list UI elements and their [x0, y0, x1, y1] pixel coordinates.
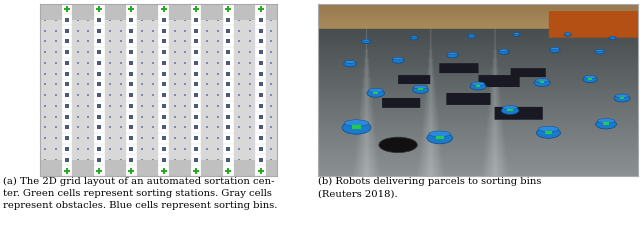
Ellipse shape: [609, 36, 616, 38]
Ellipse shape: [367, 89, 385, 97]
Bar: [588, 78, 592, 80]
Bar: [104, 4, 126, 176]
Ellipse shape: [413, 85, 428, 89]
Bar: [72, 160, 94, 176]
Bar: [418, 88, 423, 90]
Bar: [436, 136, 444, 139]
Bar: [545, 131, 552, 134]
Ellipse shape: [499, 49, 508, 51]
Bar: [40, 160, 61, 176]
Bar: [603, 122, 609, 125]
Bar: [234, 4, 255, 20]
Bar: [266, 4, 276, 20]
Bar: [137, 160, 159, 176]
Bar: [40, 4, 61, 20]
Bar: [266, 4, 276, 176]
Bar: [373, 92, 378, 94]
Ellipse shape: [448, 52, 457, 55]
Text: (b) Robots delivering parcels to sorting bins
(Reuters 2018).: (b) Robots delivering parcels to sorting…: [318, 177, 541, 198]
Ellipse shape: [615, 94, 629, 98]
Ellipse shape: [597, 119, 615, 123]
Bar: [137, 4, 159, 176]
Ellipse shape: [501, 107, 519, 114]
Ellipse shape: [411, 36, 417, 38]
Ellipse shape: [536, 127, 561, 138]
Bar: [202, 4, 223, 20]
Bar: [169, 160, 191, 176]
Ellipse shape: [596, 49, 604, 51]
Ellipse shape: [344, 61, 356, 67]
Bar: [202, 160, 223, 176]
Ellipse shape: [468, 34, 475, 36]
Bar: [169, 4, 191, 20]
Ellipse shape: [535, 78, 549, 82]
Ellipse shape: [550, 47, 559, 50]
Ellipse shape: [344, 120, 369, 126]
Bar: [266, 160, 276, 176]
Bar: [476, 85, 481, 87]
Ellipse shape: [502, 106, 518, 110]
Ellipse shape: [468, 35, 476, 38]
Ellipse shape: [513, 33, 520, 36]
Ellipse shape: [368, 88, 383, 92]
Ellipse shape: [342, 121, 371, 134]
Ellipse shape: [538, 126, 559, 132]
Text: (a) The 2D grid layout of an automated sortation cen-
ter. Green cells represent: (a) The 2D grid layout of an automated s…: [3, 177, 278, 210]
Bar: [352, 125, 361, 129]
Ellipse shape: [447, 53, 458, 58]
Bar: [508, 109, 513, 111]
Ellipse shape: [429, 131, 451, 137]
Bar: [620, 97, 625, 99]
Ellipse shape: [344, 61, 356, 63]
Ellipse shape: [595, 50, 605, 54]
Ellipse shape: [614, 95, 630, 102]
Ellipse shape: [410, 36, 418, 40]
Ellipse shape: [413, 86, 429, 93]
Bar: [202, 4, 223, 176]
Bar: [234, 4, 255, 176]
Ellipse shape: [550, 48, 560, 53]
Ellipse shape: [583, 76, 597, 83]
Ellipse shape: [564, 33, 572, 36]
Bar: [104, 4, 126, 20]
Bar: [40, 4, 61, 176]
Bar: [540, 81, 545, 83]
Ellipse shape: [471, 82, 485, 86]
Ellipse shape: [470, 83, 486, 90]
Ellipse shape: [362, 40, 371, 44]
Bar: [72, 4, 94, 176]
Ellipse shape: [499, 49, 509, 54]
Bar: [169, 4, 191, 176]
Ellipse shape: [564, 33, 571, 34]
Ellipse shape: [362, 39, 370, 41]
Bar: [137, 4, 159, 20]
Ellipse shape: [534, 79, 550, 87]
Bar: [104, 160, 126, 176]
Ellipse shape: [584, 76, 596, 79]
Bar: [72, 4, 94, 20]
Ellipse shape: [596, 120, 616, 129]
Ellipse shape: [379, 137, 417, 153]
Bar: [234, 160, 255, 176]
Ellipse shape: [393, 57, 403, 60]
Ellipse shape: [427, 132, 452, 144]
Ellipse shape: [609, 36, 616, 40]
Ellipse shape: [513, 33, 520, 34]
Ellipse shape: [392, 58, 404, 63]
